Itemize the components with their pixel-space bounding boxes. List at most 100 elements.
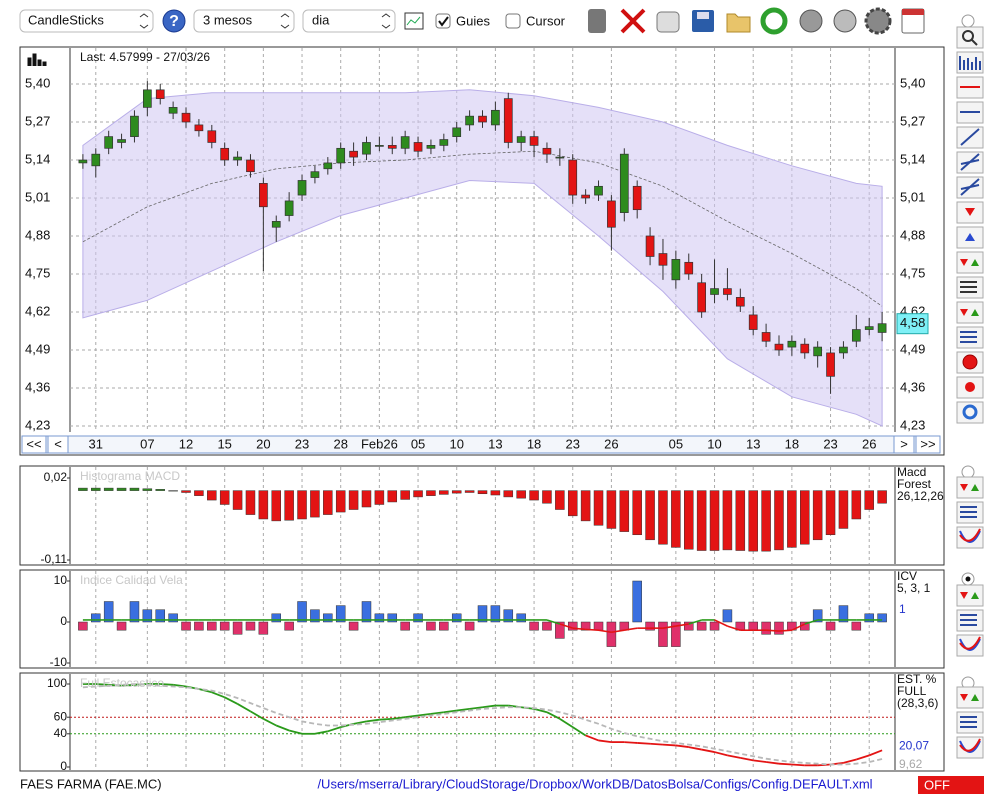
histogram-bar [787, 490, 797, 548]
histogram-bar [168, 613, 178, 623]
tool-icon [959, 56, 981, 70]
candle-body [142, 89, 152, 108]
y-tick-label: 0 [60, 759, 67, 773]
histogram-bar [632, 490, 642, 536]
nav-button-label: >> [920, 436, 935, 451]
histogram-bar [684, 490, 694, 550]
candle-body [387, 145, 397, 149]
chart-type-select[interactable] [19, 9, 154, 33]
series-line [237, 703, 251, 713]
histogram-bar [400, 490, 410, 500]
last-value-label: 4,58 [900, 315, 925, 330]
tool-icon [960, 592, 968, 599]
tool-button[interactable] [956, 26, 984, 49]
histogram-bar [181, 621, 191, 631]
histogram-bar [310, 490, 320, 518]
histogram-bar [103, 487, 114, 491]
histogram-bar [684, 621, 694, 631]
histogram-bar [271, 613, 281, 623]
nav-button[interactable] [893, 435, 915, 454]
candle-body [297, 180, 307, 196]
y-tick-label: 4,23 [25, 417, 50, 432]
jar-icon[interactable] [656, 11, 680, 33]
nav-button[interactable] [47, 435, 69, 454]
series-line [417, 712, 432, 717]
series-line [288, 729, 303, 735]
chart-icon[interactable] [404, 12, 424, 30]
series-line [443, 709, 457, 714]
histogram-bar [245, 621, 256, 631]
tool-button[interactable] [956, 634, 984, 657]
histogram-bar [464, 621, 475, 631]
candle-body [684, 261, 694, 275]
y-tick-label: 4,36 [900, 379, 925, 394]
y-tick-label: 4,62 [25, 303, 50, 318]
indicator-line [598, 629, 612, 634]
radio-button[interactable] [961, 14, 975, 28]
cursor-checkbox[interactable] [505, 13, 521, 29]
histogram-bar [761, 490, 771, 552]
series-line [675, 744, 689, 748]
series-line [160, 683, 174, 686]
open-icon[interactable] [726, 13, 751, 33]
candle-body [542, 147, 552, 155]
tool-icon [971, 694, 979, 701]
series-line [262, 718, 277, 727]
nav-button[interactable] [915, 435, 941, 454]
period-select[interactable] [193, 9, 295, 33]
interval-select[interactable] [302, 9, 396, 33]
tool-button[interactable] [956, 686, 984, 709]
candle-body [452, 127, 462, 137]
tool-button[interactable] [956, 476, 984, 499]
delete-icon[interactable] [620, 8, 646, 34]
currency-icon[interactable] [833, 9, 857, 33]
candle-body [555, 156, 565, 159]
series-line [727, 754, 741, 759]
candle-body [748, 314, 758, 330]
histogram-bar [851, 490, 862, 520]
series-value-label: 9,62 [899, 757, 923, 771]
tool-button[interactable] [956, 251, 984, 274]
tool-button[interactable] [956, 736, 984, 759]
series-line [572, 726, 587, 737]
config-path[interactable]: /Users/mserra/Library/CloudStorage/Dropb… [317, 776, 872, 791]
indicator-line [778, 629, 792, 632]
y-tick-label: 4,88 [900, 227, 925, 242]
refresh-icon[interactable] [760, 7, 788, 35]
indicator-line [585, 628, 599, 631]
panel-legend: Forest [897, 477, 932, 491]
histogram-bar [748, 490, 758, 552]
settings-icon[interactable] [864, 7, 892, 35]
refresh-all-icon[interactable] [799, 9, 823, 33]
candle-body [697, 282, 706, 313]
candle-body [336, 147, 346, 164]
x-tick-label: 12 [179, 436, 193, 451]
histogram-bar [439, 490, 449, 495]
tool-icon [965, 233, 975, 241]
tool-icon [959, 738, 981, 752]
help-button[interactable] [162, 9, 186, 33]
tool-button[interactable] [956, 301, 984, 324]
nav-button[interactable] [21, 435, 47, 454]
guides-checkbox[interactable] [435, 13, 451, 29]
calendar-icon-top [902, 9, 924, 15]
candle-body [594, 185, 603, 196]
tool-button[interactable] [956, 401, 984, 424]
radio-button[interactable] [961, 465, 975, 479]
tool-button[interactable] [956, 584, 984, 607]
candle-body [787, 340, 797, 348]
series-line [95, 683, 109, 686]
histogram-bar [864, 613, 874, 623]
series-line [250, 710, 264, 720]
y-tick-label: 4,75 [25, 265, 50, 280]
histogram-bar [761, 621, 771, 635]
histogram-bar [606, 621, 617, 647]
tool-button[interactable] [956, 526, 984, 549]
histogram-bar [91, 487, 101, 491]
candle-body [104, 136, 114, 149]
histogram-bar [851, 621, 862, 631]
histogram-bar [116, 621, 127, 631]
trash-icon[interactable] [588, 9, 606, 33]
series-line [856, 754, 870, 761]
status-badge[interactable] [918, 776, 984, 794]
